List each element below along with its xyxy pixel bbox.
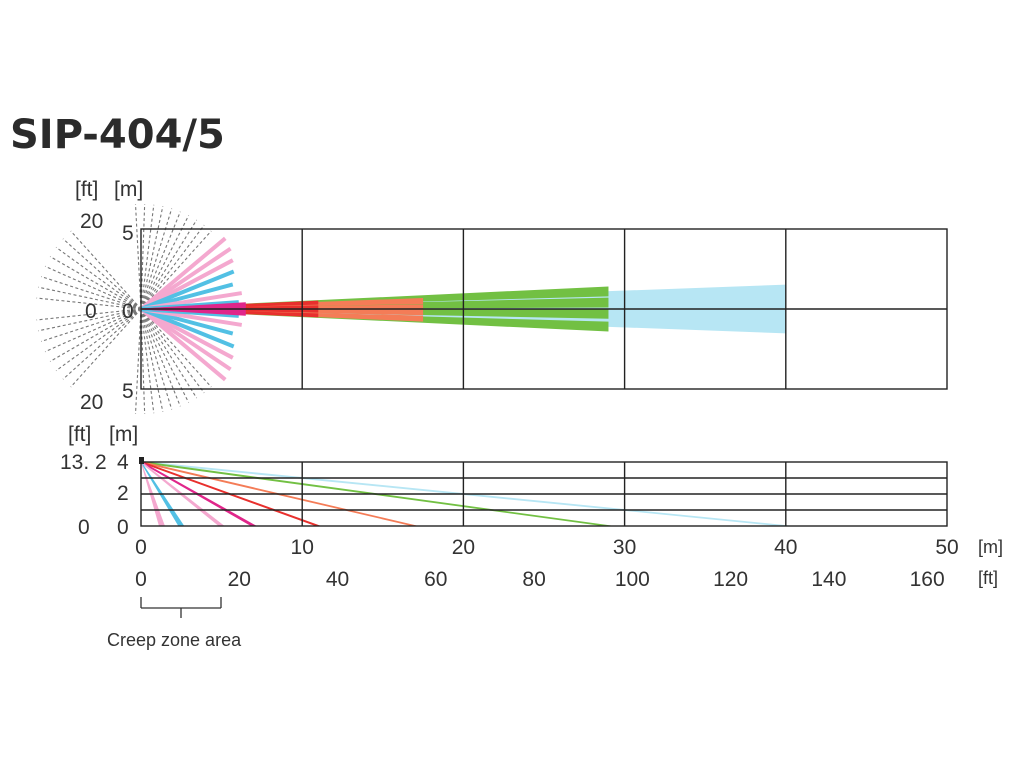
creep-dashed-line: [140, 308, 155, 414]
creep-dashed-line: [140, 308, 212, 388]
creep-dashed-line: [140, 230, 212, 310]
creep-dashed-line: [40, 276, 142, 310]
creep-dashed-line: [62, 308, 142, 380]
top-m-min: 5: [122, 380, 134, 403]
beam-magenta: [141, 308, 246, 316]
near-field-beam: [140, 307, 235, 349]
top-ft-zero: 0: [85, 300, 97, 323]
creep-zone-label: Creep zone area: [107, 630, 242, 650]
top-ft-min: 20: [80, 391, 103, 414]
x-tick-ft: 160: [910, 568, 945, 591]
model-title: SIP-404/5: [10, 112, 225, 158]
x-tick-m: 50: [935, 536, 958, 559]
x-tick-ft: 100: [615, 568, 650, 591]
x-tick-ft: 140: [811, 568, 846, 591]
side-m-mid: 2: [117, 482, 129, 505]
x-tick-m: 40: [774, 536, 797, 559]
x-tick-m: 20: [452, 536, 475, 559]
top-ft-max: 20: [80, 210, 103, 233]
creep-dashed-line: [140, 308, 198, 399]
creep-dashed-line: [36, 297, 142, 310]
creep-dashed-line: [140, 206, 164, 310]
creep-dashed-line: [40, 308, 142, 342]
top-m-unit: [m]: [114, 178, 143, 201]
near-field-beam: [140, 269, 235, 311]
top-view-grid: [140, 228, 948, 390]
creep-dashed-line: [140, 215, 190, 310]
top-ft-unit: [ft]: [75, 178, 98, 201]
top-view-near-field-beams: [139, 236, 243, 382]
creep-dashed-line: [140, 308, 205, 394]
creep-dashed-line: [140, 211, 181, 310]
creep-dashed-line: [140, 204, 155, 310]
creep-dashed-line: [134, 204, 142, 310]
creep-dashed-line: [70, 230, 142, 310]
creep-dashed-line: [140, 308, 181, 407]
top-m-zero: 0: [122, 300, 134, 323]
creep-dashed-line: [55, 308, 142, 372]
side-ft-zero: 0: [78, 516, 90, 539]
x-tick-ft: 40: [326, 568, 349, 591]
x-tick-m: 0: [135, 536, 147, 559]
creep-dashed-line: [49, 308, 142, 362]
side-ft-height: 13. 2: [60, 451, 107, 474]
creep-dashed-line: [38, 308, 142, 332]
top-m-max: 5: [122, 222, 134, 245]
creep-dashed-line: [134, 308, 142, 414]
x-tick-ft: 80: [522, 568, 545, 591]
creep-dashed-line: [140, 219, 198, 310]
creep-dashed-line: [55, 246, 142, 310]
creep-dashed-line: [49, 256, 142, 310]
beam-magenta: [141, 302, 246, 310]
x-tick-ft: 0: [135, 568, 147, 591]
creep-dashed-line: [70, 308, 142, 388]
side-view-grid: [140, 461, 948, 527]
creep-dashed-line: [140, 308, 190, 403]
side-ft-unit: [ft]: [68, 423, 91, 446]
creep-dashed-line: [140, 308, 164, 412]
creep-dashed-line: [44, 265, 142, 310]
side-m-height: 4: [117, 451, 129, 474]
x-tick-ft: 60: [424, 568, 447, 591]
x-tick-m: 30: [613, 536, 636, 559]
creep-dashed-line: [140, 308, 173, 410]
creep-dashed-line: [38, 286, 142, 310]
creep-dashed-line: [44, 308, 142, 353]
creep-dashed-line: [62, 238, 142, 310]
x-tick-ft: 20: [228, 568, 251, 591]
creep-zone-bracket: [140, 597, 222, 618]
x-tick-ft: 120: [713, 568, 748, 591]
creep-dashed-line: [140, 208, 173, 310]
x-axis-feet: 0 20 40 60 80 100 120 140 160: [135, 568, 945, 591]
x-tick-m: 10: [291, 536, 314, 559]
side-m-unit: [m]: [109, 423, 138, 446]
creep-dashed-line: [36, 308, 142, 321]
creep-dashed-line: [140, 224, 205, 310]
x-axis-ft-unit: [ft]: [978, 568, 998, 588]
x-axis-m-unit: [m]: [978, 537, 1003, 557]
sensor-marker: [139, 457, 144, 464]
x-axis-meters: 0 10 20 30 40 50: [135, 536, 959, 559]
side-m-zero: 0: [117, 516, 129, 539]
